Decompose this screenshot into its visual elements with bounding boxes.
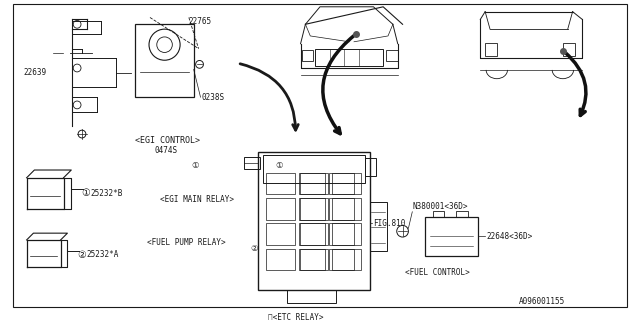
Text: ①: ① xyxy=(275,161,283,170)
Bar xyxy=(329,198,354,220)
Bar xyxy=(266,223,295,245)
Bar xyxy=(332,223,361,245)
Bar xyxy=(332,249,361,270)
Text: 0238S: 0238S xyxy=(202,93,225,102)
Text: ①: ① xyxy=(192,161,199,170)
FancyArrowPatch shape xyxy=(565,52,586,116)
Bar xyxy=(299,198,328,220)
Text: 22765: 22765 xyxy=(189,17,212,26)
Bar xyxy=(329,249,354,270)
Bar xyxy=(485,43,497,56)
Text: <EGI CONTROL>: <EGI CONTROL> xyxy=(136,136,200,145)
Bar xyxy=(332,198,361,220)
Bar xyxy=(244,157,260,169)
Bar xyxy=(365,158,376,176)
Text: ②<ETC RELAY>: ②<ETC RELAY> xyxy=(268,312,323,320)
Bar xyxy=(262,156,365,183)
Bar xyxy=(136,24,194,97)
Text: 22648<36D>: 22648<36D> xyxy=(486,232,532,241)
Text: <FUEL CONTROL>: <FUEL CONTROL> xyxy=(406,268,470,276)
Bar xyxy=(425,217,478,255)
Bar xyxy=(266,173,295,194)
Bar xyxy=(300,223,325,245)
Bar xyxy=(300,198,325,220)
Bar xyxy=(266,249,295,270)
Text: 22639: 22639 xyxy=(24,68,47,77)
Bar xyxy=(301,50,313,61)
Text: <FUEL PUMP RELAY>: <FUEL PUMP RELAY> xyxy=(147,238,226,247)
Bar xyxy=(332,173,361,194)
Bar xyxy=(329,173,354,194)
Bar xyxy=(456,211,468,217)
Text: ②: ② xyxy=(77,250,86,260)
Text: FIG.810: FIG.810 xyxy=(373,219,406,228)
Text: ②: ② xyxy=(250,244,257,253)
Text: 25232*A: 25232*A xyxy=(87,250,119,259)
Bar xyxy=(299,173,328,194)
Bar xyxy=(299,249,328,270)
Bar xyxy=(563,43,575,56)
Bar xyxy=(369,202,387,251)
Bar xyxy=(315,49,383,66)
Text: ①: ① xyxy=(81,188,90,198)
Bar xyxy=(300,249,325,270)
Bar xyxy=(266,198,295,220)
Text: 25232*B: 25232*B xyxy=(91,189,123,198)
Bar xyxy=(258,152,369,290)
Text: <EGI MAIN RELAY>: <EGI MAIN RELAY> xyxy=(160,195,234,204)
Text: N380001<36D>: N380001<36D> xyxy=(412,203,468,212)
Bar xyxy=(299,223,328,245)
Text: A096001155: A096001155 xyxy=(519,297,565,306)
Text: 0474S: 0474S xyxy=(155,146,178,155)
Bar xyxy=(329,223,354,245)
Bar xyxy=(386,50,397,61)
Bar xyxy=(300,173,325,194)
Bar xyxy=(433,211,444,217)
FancyArrowPatch shape xyxy=(240,64,298,130)
FancyArrowPatch shape xyxy=(323,36,354,134)
Bar xyxy=(287,290,335,303)
